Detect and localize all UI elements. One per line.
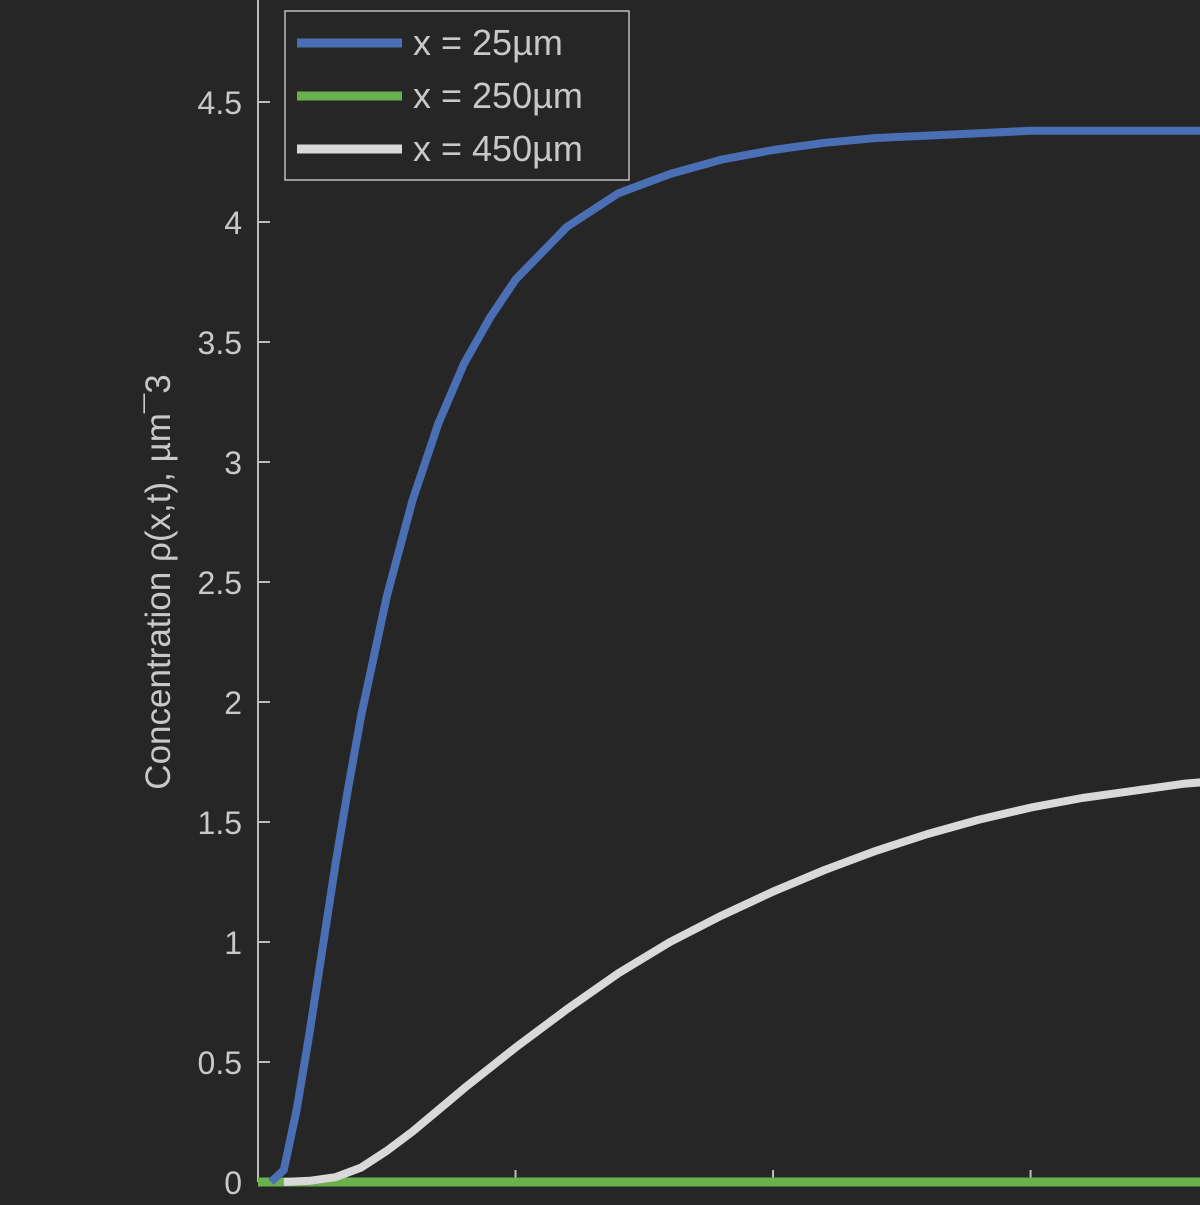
- y-tick-label: 3: [224, 445, 242, 481]
- legend-label: x = 25µm: [413, 22, 563, 63]
- legend-label: x = 450µm: [413, 128, 583, 169]
- y-tick-label: 1.5: [198, 805, 242, 841]
- y-tick-label: 2: [224, 685, 242, 721]
- y-tick-label: 0: [224, 1165, 242, 1200]
- y-tick-label: 1: [224, 925, 242, 961]
- y-tick-label: 4.5: [198, 85, 242, 121]
- y-tick-label: 2.5: [198, 565, 242, 601]
- legend-label: x = 250µm: [413, 75, 583, 116]
- legend: x = 25µm x = 250µm x = 450µm: [284, 10, 630, 181]
- y-tick-label: 3.5: [198, 325, 242, 361]
- y-axis-label: Concentration ρ(x,t), µm¯3: [139, 374, 178, 789]
- series-line-3: [283, 778, 1200, 1186]
- series-lines: [258, 126, 1200, 1187]
- y-tick-label: 4: [224, 205, 242, 241]
- y-tick-label: 0.5: [198, 1045, 242, 1081]
- series-line-1: [268, 126, 1200, 1185]
- axes: 0 0.5 1 1.5 2 2.5 3 3.5 4 4.5: [198, 0, 1200, 1201]
